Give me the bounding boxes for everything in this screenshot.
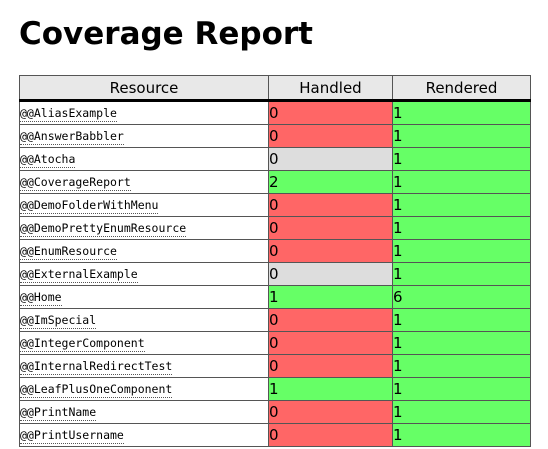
resource-cell: @@AliasExample [19, 100, 269, 125]
rendered-count-cell: 1 [392, 354, 531, 378]
resource-link[interactable]: @@Home [20, 290, 62, 306]
table-row: @@InternalRedirectTest 0 1 [19, 354, 531, 378]
rendered-count-cell: 1 [392, 331, 531, 355]
handled-count-cell: 1 [268, 377, 393, 401]
resource-link[interactable]: @@DemoPrettyEnumResource [20, 221, 187, 237]
coverage-table: Resource Handled Rendered @@AliasExample… [19, 75, 531, 447]
resource-link[interactable]: @@EnumResource [20, 244, 117, 260]
handled-count-cell: 2 [268, 170, 393, 194]
resource-cell: @@EnumResource [19, 239, 269, 263]
rendered-count-cell: 1 [392, 193, 531, 217]
handled-count-cell: 0 [268, 193, 393, 217]
table-row: @@LeafPlusOneComponent 1 1 [19, 377, 531, 401]
rendered-count-cell: 1 [392, 124, 531, 148]
column-header-handled[interactable]: Handled [268, 75, 393, 102]
handled-count-cell: 0 [268, 147, 393, 171]
resource-cell: @@CoverageReport [19, 170, 269, 194]
handled-count-cell: 0 [268, 124, 393, 148]
handled-count-cell: 0 [268, 100, 393, 125]
table-row: @@IntegerComponent 0 1 [19, 331, 531, 355]
handled-count-cell: 0 [268, 400, 393, 424]
resource-link[interactable]: @@DemoFolderWithMenu [20, 198, 159, 214]
resource-cell: @@AnswerBabbler [19, 124, 269, 148]
rendered-count-cell: 1 [392, 100, 531, 125]
table-row: @@Atocha 0 1 [19, 147, 531, 171]
table-row: @@DemoFolderWithMenu 0 1 [19, 193, 531, 217]
resource-link[interactable]: @@CoverageReport [20, 175, 131, 191]
rendered-count-cell: 1 [392, 239, 531, 263]
table-row: @@AnswerBabbler 0 1 [19, 124, 531, 148]
resource-link[interactable]: @@InternalRedirectTest [20, 359, 173, 375]
resource-cell: @@InternalRedirectTest [19, 354, 269, 378]
resource-cell: @@Atocha [19, 147, 269, 171]
resource-link[interactable]: @@AliasExample [20, 106, 117, 122]
table-body: @@AliasExample 0 1 @@AnswerBabbler 0 1 @@Atoch… [19, 100, 531, 447]
rendered-count-cell: 1 [392, 308, 531, 332]
rendered-count-cell: 1 [392, 377, 531, 401]
rendered-count-cell: 1 [392, 147, 531, 171]
handled-count-cell: 0 [268, 354, 393, 378]
resource-link[interactable]: @@Atocha [20, 152, 76, 168]
resource-cell: @@Home [19, 285, 269, 309]
resource-link[interactable]: @@ImSpecial [20, 313, 97, 329]
table-row: @@EnumResource 0 1 [19, 239, 531, 263]
resource-cell: @@PrintUsername [19, 423, 269, 447]
rendered-count-cell: 1 [392, 262, 531, 286]
resource-cell: @@ExternalExample [19, 262, 269, 286]
table-header-row: Resource Handled Rendered [19, 75, 531, 102]
handled-count-cell: 0 [268, 331, 393, 355]
resource-cell: @@ImSpecial [19, 308, 269, 332]
rendered-count-cell: 1 [392, 400, 531, 424]
rendered-count-cell: 1 [392, 423, 531, 447]
table-row: @@PrintName 0 1 [19, 400, 531, 424]
table-row: @@DemoPrettyEnumResource 0 1 [19, 216, 531, 240]
column-header-resource[interactable]: Resource [19, 75, 269, 102]
resource-cell: @@PrintName [19, 400, 269, 424]
rendered-count-cell: 1 [392, 216, 531, 240]
table-row: @@CoverageReport 2 1 [19, 170, 531, 194]
table-row: @@ImSpecial 0 1 [19, 308, 531, 332]
resource-cell: @@IntegerComponent [19, 331, 269, 355]
resource-cell: @@DemoFolderWithMenu [19, 193, 269, 217]
rendered-count-cell: 1 [392, 170, 531, 194]
resource-link[interactable]: @@AnswerBabbler [20, 129, 124, 145]
resource-link[interactable]: @@ExternalExample [20, 267, 138, 283]
table-row: @@Home 1 6 [19, 285, 531, 309]
resource-link[interactable]: @@LeafPlusOneComponent [20, 382, 173, 398]
rendered-count-cell: 6 [392, 285, 531, 309]
resource-link[interactable]: @@IntegerComponent [20, 336, 145, 352]
handled-count-cell: 0 [268, 308, 393, 332]
resource-link[interactable]: @@PrintUsername [20, 428, 124, 444]
resource-cell: @@DemoPrettyEnumResource [19, 216, 269, 240]
page-title: Coverage Report [19, 16, 313, 52]
resource-cell: @@LeafPlusOneComponent [19, 377, 269, 401]
table-row: @@ExternalExample 0 1 [19, 262, 531, 286]
table-row: @@PrintUsername 0 1 [19, 423, 531, 447]
handled-count-cell: 0 [268, 216, 393, 240]
handled-count-cell: 1 [268, 285, 393, 309]
handled-count-cell: 0 [268, 262, 393, 286]
column-header-rendered[interactable]: Rendered [392, 75, 531, 102]
resource-link[interactable]: @@PrintName [20, 405, 97, 421]
handled-count-cell: 0 [268, 239, 393, 263]
handled-count-cell: 0 [268, 423, 393, 447]
table-row: @@AliasExample 0 1 [19, 100, 531, 125]
